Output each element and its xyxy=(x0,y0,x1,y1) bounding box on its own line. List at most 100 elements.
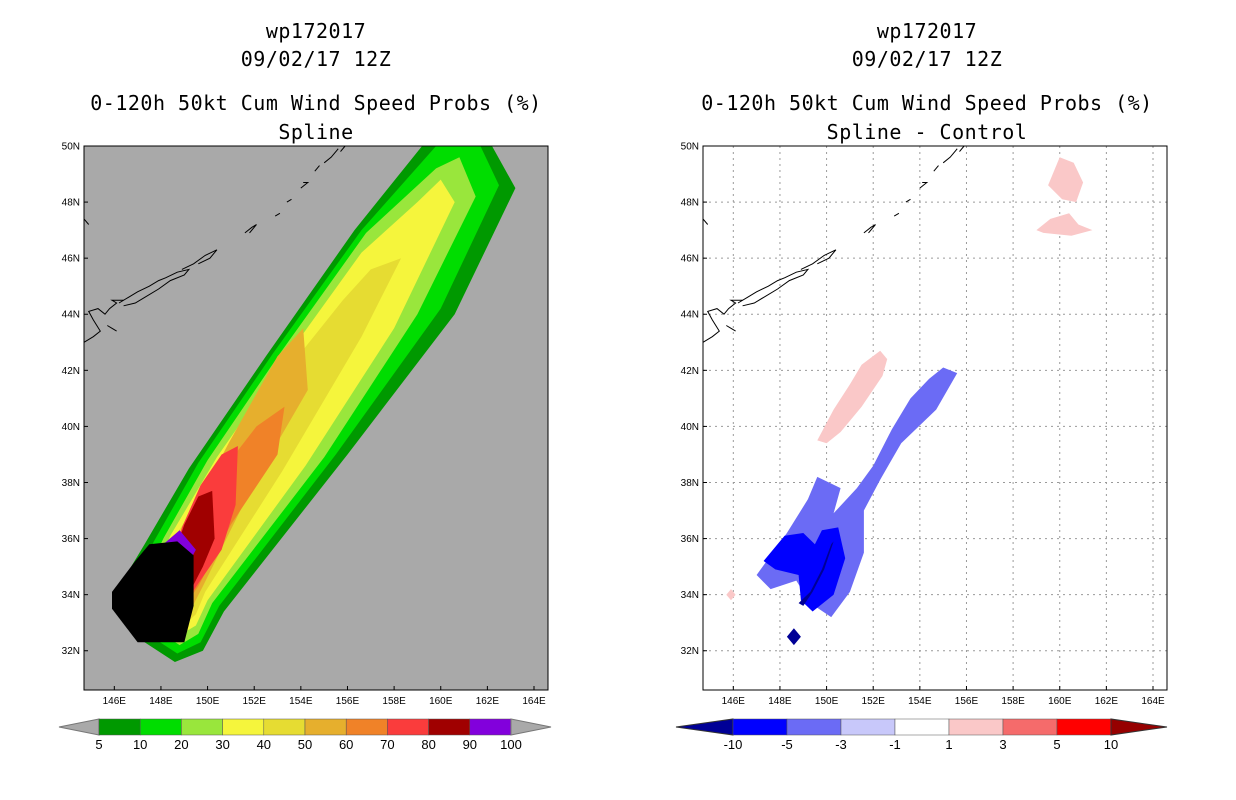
colorbar-label: 5 xyxy=(1053,737,1060,752)
y-tick-label: 34N xyxy=(62,590,80,601)
colorbar-label: 10 xyxy=(1104,737,1118,752)
colorbar-swatch xyxy=(469,718,512,736)
coastline-segment xyxy=(905,198,911,203)
x-tick-label: 152E xyxy=(862,696,886,707)
colorbar-label: -10 xyxy=(724,737,743,752)
contour-fill-1 xyxy=(1036,213,1093,236)
x-tick-label: 152E xyxy=(243,696,267,707)
coastline-segment xyxy=(702,218,709,225)
coastline-segment xyxy=(118,268,191,307)
colorbar-swatch xyxy=(345,718,388,736)
colorbar-label: 50 xyxy=(298,737,312,752)
y-tick-label: 48N xyxy=(681,198,699,209)
x-tick-label: 154E xyxy=(908,696,932,707)
colorbar-label: 20 xyxy=(174,737,188,752)
left-storm-id: wp172017 xyxy=(266,19,366,43)
x-tick-label: 148E xyxy=(768,696,792,707)
colorbar-over-arrow xyxy=(1110,718,1168,736)
colorbar-label: 5 xyxy=(95,737,102,752)
x-tick-label: 154E xyxy=(289,696,313,707)
colorbar-swatch xyxy=(428,718,471,736)
x-tick-label: 156E xyxy=(336,696,360,707)
x-tick-label: 164E xyxy=(522,696,546,707)
y-tick-label: 44N xyxy=(681,310,699,321)
colorbar-label: -1 xyxy=(889,737,901,752)
left-subtitle: Spline xyxy=(278,120,353,144)
probability-contours xyxy=(112,146,516,662)
map-frame xyxy=(83,145,549,691)
colorbar-label: 60 xyxy=(339,737,353,752)
colorbar-over-arrow xyxy=(510,718,552,736)
y-tick-label: 46N xyxy=(62,254,80,265)
colorbar-label: 10 xyxy=(133,737,147,752)
coastline-segment xyxy=(314,165,320,172)
x-tick-label: 158E xyxy=(1001,696,1025,707)
x-tick-label: 162E xyxy=(1095,696,1119,707)
coastline-segment xyxy=(83,218,90,225)
colorbar-label: 40 xyxy=(257,737,271,752)
x-tick-label: 150E xyxy=(196,696,220,707)
colorbar-swatch xyxy=(1002,718,1058,736)
x-tick-label: 158E xyxy=(382,696,406,707)
coastline-segment xyxy=(286,198,292,203)
x-tick-label: 162E xyxy=(476,696,500,707)
colorbar-swatch xyxy=(98,718,141,736)
contour-fill-neg10 xyxy=(798,541,834,606)
right-storm-id: wp172017 xyxy=(877,19,977,43)
colorbar-swatch xyxy=(840,718,896,736)
colorbar-swatch xyxy=(732,718,788,736)
colorbar-label: 90 xyxy=(463,737,477,752)
y-tick-label: 50N xyxy=(62,142,80,153)
y-tick-label: 40N xyxy=(681,422,699,433)
right-subtitle: Spline - Control xyxy=(827,120,1028,144)
colorbar-swatch xyxy=(948,718,1004,736)
coastline-segment xyxy=(323,148,339,164)
x-tick-label: 146E xyxy=(103,696,127,707)
colorbar-under-arrow xyxy=(675,718,734,736)
coastline-segment xyxy=(340,145,346,152)
colorbar-swatch xyxy=(222,718,265,736)
map-background xyxy=(703,146,1167,690)
coastline-segment xyxy=(726,325,736,332)
left-title: 0-120h 50kt Cum Wind Speed Probs (%) xyxy=(90,91,541,115)
x-tick-label: 146E xyxy=(722,696,746,707)
contour-fill-neg5 xyxy=(763,527,846,612)
y-tick-label: 36N xyxy=(62,534,80,545)
contour-fill-neg10 xyxy=(786,628,801,646)
y-tick-label: 32N xyxy=(681,646,699,657)
colorbar-label: 3 xyxy=(999,737,1006,752)
contour-fill-1 xyxy=(1048,157,1084,203)
left-datetime: 09/02/17 12Z xyxy=(241,47,392,71)
y-tick-label: 32N xyxy=(62,646,80,657)
colorbar-swatch xyxy=(894,718,950,736)
probability-colorbar: 5 10 20 30 40 50 60 70 80 90 100 xyxy=(58,718,552,752)
coastline-segment xyxy=(107,325,117,332)
colorbar-swatch xyxy=(181,718,223,736)
contour-fill-1 xyxy=(726,589,736,601)
colorbar-label: 1 xyxy=(945,737,952,752)
coastline-segment xyxy=(942,148,958,164)
colorbar-swatch xyxy=(304,718,347,736)
coastline-segment xyxy=(181,249,218,270)
y-tick-label: 36N xyxy=(681,534,699,545)
colorbar-swatch xyxy=(786,718,842,736)
colorbar-label: 70 xyxy=(380,737,394,752)
coastline-segment xyxy=(919,182,929,189)
y-tick-label: 40N xyxy=(62,422,80,433)
contour-fill-100 xyxy=(112,541,194,643)
right-title: 0-120h 50kt Cum Wind Speed Probs (%) xyxy=(701,91,1152,115)
y-tick-label: 42N xyxy=(681,366,699,377)
coastline-segment xyxy=(274,212,281,217)
axis-ticks: 146E 148E 150E 152E 154E 156E 158E 160E 162E 164E… xyxy=(681,142,1165,708)
y-tick-label: 34N xyxy=(681,590,699,601)
coastline-segment xyxy=(702,299,743,343)
coastline-segment xyxy=(959,145,965,152)
difference-map: 146E 148E 150E 152E 154E 156E 158E 160E 162E 164E… xyxy=(681,142,1168,708)
colorbar-label: -5 xyxy=(781,737,793,752)
colorbar-label: 30 xyxy=(215,737,229,752)
coastline-segment xyxy=(863,224,876,234)
y-tick-label: 48N xyxy=(62,198,80,209)
colorbar-label: -3 xyxy=(835,737,847,752)
coastline-segment xyxy=(893,212,900,217)
